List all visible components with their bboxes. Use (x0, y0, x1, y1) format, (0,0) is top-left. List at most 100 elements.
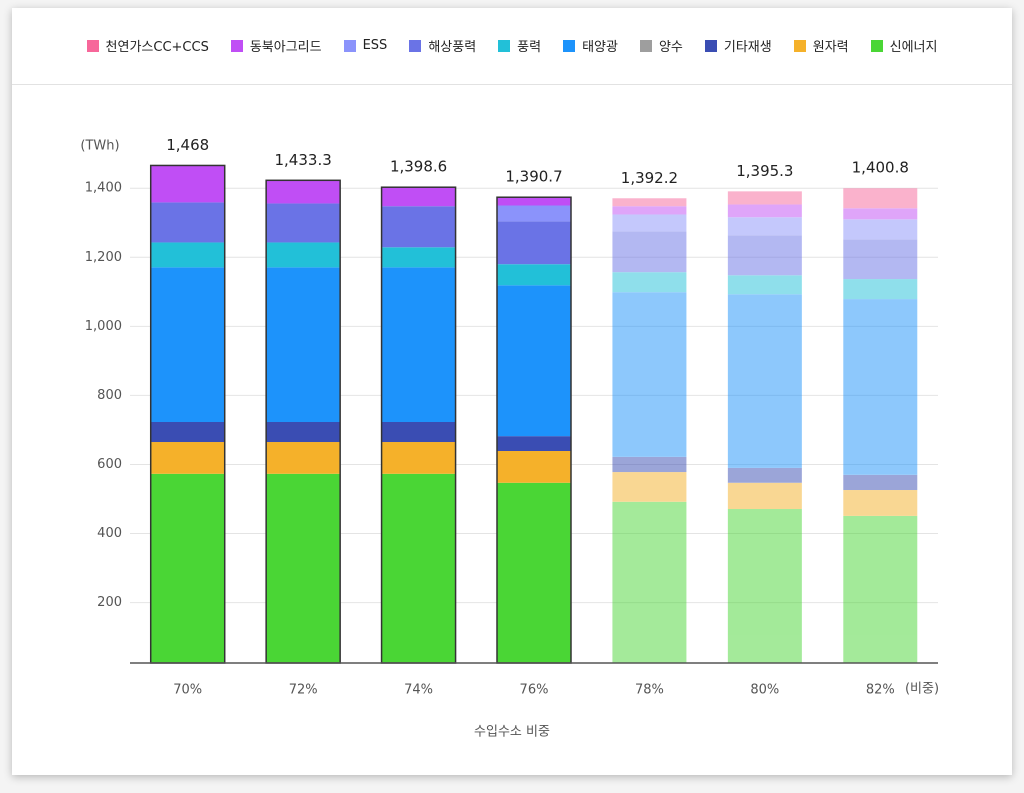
bar-segment (150, 165, 225, 203)
legend-swatch (498, 39, 511, 52)
y-tick-label: 1,000 (85, 319, 122, 334)
legend-item: 양수 (639, 36, 683, 55)
bar-segment (727, 191, 802, 205)
bar-segment (150, 442, 225, 474)
bar-segment (381, 267, 456, 422)
legend-label: 풍력 (517, 40, 542, 55)
total-label: 1,400.8 (852, 159, 909, 177)
legend-swatch (639, 39, 652, 52)
total-label: 1,392.2 (621, 169, 678, 187)
legend-label: 신에너지 (889, 40, 938, 55)
bar-segment (150, 473, 225, 663)
x-tick-label: 70% (173, 683, 202, 698)
legend-item: 천연가스CC+CCS (86, 36, 209, 55)
bar-group (150, 165, 225, 663)
card: 천연가스CC+CCS 동북아그리드 ESS 해상풍력 풍력 태양광 양수 기타재생 원자력 신에너… (12, 8, 1012, 775)
x-tick-label: 72% (289, 683, 318, 698)
bar-segment (612, 231, 687, 273)
bar-segment (727, 235, 802, 276)
x-tick-label: 82% (866, 683, 895, 698)
bar-segment (843, 239, 918, 280)
legend-swatch (793, 39, 806, 52)
x-tick-label: 74% (404, 683, 433, 698)
legend: 천연가스CC+CCS 동북아그리드 ESS 해상풍력 풍력 태양광 양수 기타재생 원자력 신에너… (12, 36, 1012, 55)
legend-item: ESS (343, 36, 387, 55)
legend-swatch (870, 39, 883, 52)
bar-segment (497, 451, 571, 483)
bar-segment (266, 242, 341, 268)
legend-item: 동북아그리드 (230, 36, 322, 55)
bar-segment (843, 474, 918, 491)
bar-segment (843, 299, 918, 475)
bar-segment (843, 219, 918, 240)
bar-segment (843, 279, 918, 300)
legend-item: 원자력 (793, 36, 849, 55)
bar-segment (266, 267, 341, 422)
y-tick-label: 600 (97, 457, 122, 472)
total-label: 1,433.3 (275, 151, 332, 169)
y-tick-label: 1,200 (85, 250, 122, 265)
bar-segment (150, 202, 225, 243)
bar-group (266, 180, 341, 663)
bar-segment (381, 187, 456, 207)
bar-segment (727, 275, 802, 295)
bar-group (497, 197, 571, 663)
bar-segment (843, 515, 918, 663)
bar-segment (612, 198, 687, 207)
y-tick-label: 400 (97, 526, 122, 541)
bar-segment (497, 482, 571, 663)
bar-segment (266, 442, 341, 474)
bar-segment (381, 247, 456, 268)
bar-segment (497, 264, 571, 286)
bar-segment (150, 421, 225, 443)
bar-segment (843, 208, 918, 220)
bar-segment (497, 221, 571, 265)
bar-segment (612, 272, 687, 293)
bar-segment (381, 421, 456, 443)
bar-segment (612, 292, 687, 457)
bar-group (727, 191, 802, 663)
bar-segment (497, 285, 571, 437)
bar-segment (497, 436, 571, 451)
x-tick-label: 78% (635, 683, 664, 698)
legend-label: 해상풍력 (428, 40, 477, 55)
legend-item: 태양광 (563, 36, 618, 55)
legend-label: 태양광 (582, 40, 618, 55)
x-tick-label: 80% (750, 683, 779, 698)
legend-swatch (86, 39, 99, 52)
legend-item: 기타재생 (704, 36, 772, 55)
bar-segment (381, 442, 456, 474)
bar-segment (381, 206, 456, 248)
x-title: 수입수소 비중 (474, 725, 550, 740)
bar-segment (727, 509, 802, 663)
total-label: 1,398.6 (390, 158, 447, 176)
bar-segment (612, 214, 687, 232)
bar-segment (266, 421, 341, 443)
bar-segment (150, 267, 225, 422)
legend-swatch (704, 39, 717, 52)
legend-label: 기타재생 (723, 40, 772, 55)
chart: (TWh) (비중) 수입수소 비중 200 400 600 800 1,000 1,20… (80, 136, 939, 740)
bar-segment (612, 206, 687, 215)
legend-label: 양수 (658, 40, 683, 55)
bar-segment (266, 203, 341, 243)
total-label: 1,390.7 (505, 168, 562, 186)
bar-segment (266, 180, 341, 204)
bar-segment (727, 482, 802, 510)
bar-segment (612, 456, 687, 473)
total-label: 1,395.3 (736, 162, 793, 180)
bar-segment (727, 204, 802, 218)
legend-item: 풍력 (498, 36, 541, 55)
bar-segment (843, 188, 918, 209)
bar-segment (266, 473, 341, 663)
legend-item: 해상풍력 (409, 36, 476, 55)
legend-item: 신에너지 (870, 36, 938, 55)
bar-segment (612, 472, 687, 502)
y-unit: (TWh) (80, 139, 119, 154)
separator (12, 84, 1012, 85)
bar-group (381, 187, 456, 663)
legend-swatch (409, 39, 422, 52)
bar-segment (150, 242, 225, 268)
bar-segment (843, 490, 918, 516)
